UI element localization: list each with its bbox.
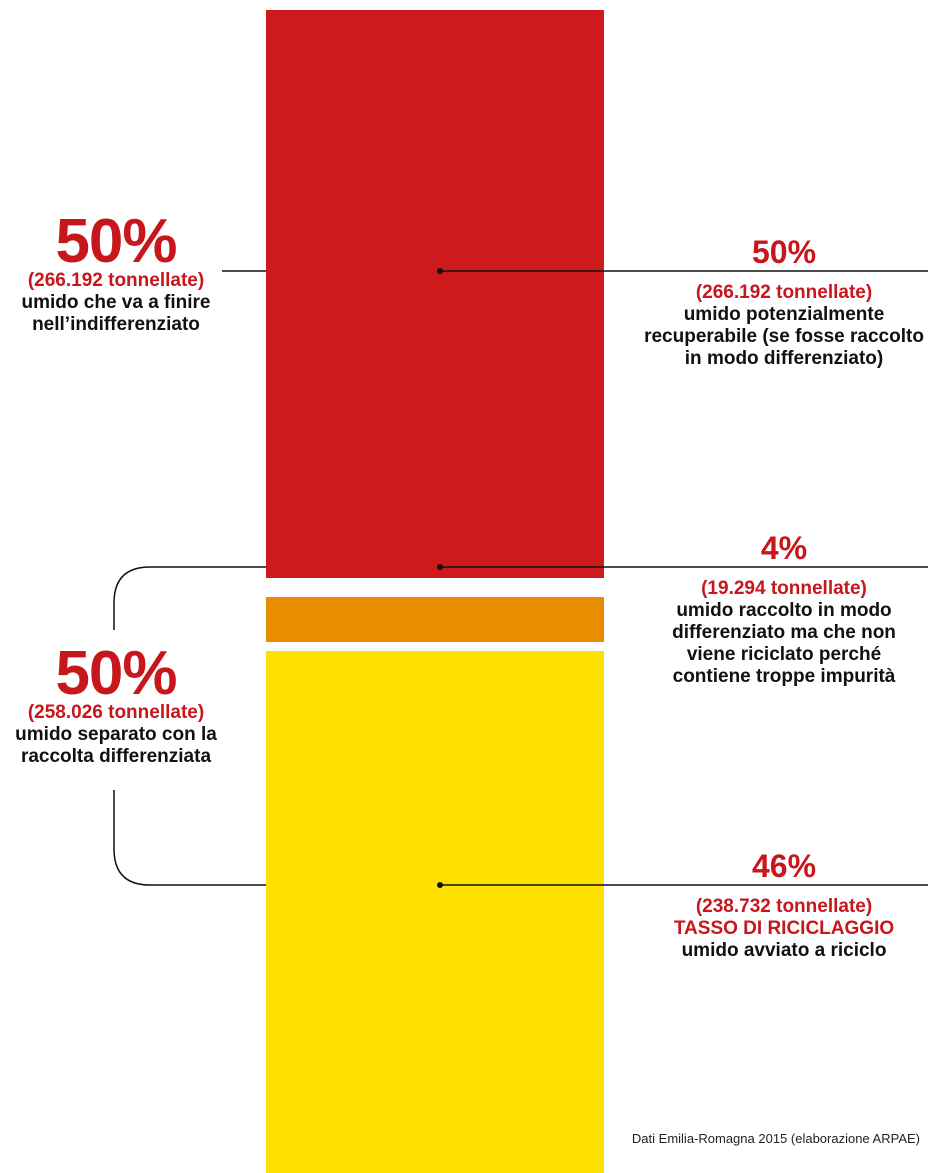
right-orange-tonnes: (19.294 tonnellate) <box>701 578 867 599</box>
right-yellow-desc-1: umido avviato a riciclo <box>681 940 887 961</box>
bar-yellow-segment <box>266 650 604 1173</box>
left-bottom-label: 50% (258.026 tonnellate) umido separato … <box>0 639 232 768</box>
left-bottom-percent: 50% <box>55 639 177 708</box>
right-orange-percent: 4% <box>760 530 808 566</box>
right-orange-label: 4% (19.294 tonnellate) umido raccolto in… <box>640 530 928 688</box>
orange-dot <box>437 564 443 570</box>
left-bottom-tonnes: (258.026 tonnellate) <box>27 702 205 723</box>
yellow-dot <box>437 882 443 888</box>
left-top-desc-2: nell’indifferenziato <box>32 314 200 335</box>
bar-red-segment <box>266 10 604 578</box>
recycling-rate-highlight: TASSO DI RICICLAGGIO <box>673 918 895 939</box>
left-bottom-desc-1: umido separato con la <box>15 724 217 745</box>
right-orange-desc-4: contiene troppe impurità <box>672 666 896 687</box>
bracket-top <box>113 566 266 630</box>
right-yellow-percent: 46% <box>751 848 817 884</box>
right-red-tonnes: (266.192 tonnellate) <box>695 282 873 303</box>
right-orange-desc-1: umido raccolto in modo <box>676 600 892 621</box>
right-red-percent: 50% <box>751 234 817 270</box>
right-orange-desc-2: differenziato ma che non <box>672 622 896 643</box>
right-orange-desc-3: viene riciclato perché <box>686 644 882 665</box>
right-yellow-label: 46% (238.732 tonnellate) TASSO DI RICICL… <box>640 848 928 962</box>
left-top-percent: 50% <box>55 207 177 276</box>
bar-orange-segment <box>266 596 604 642</box>
right-red-desc-3: in modo differenziato) <box>684 348 884 369</box>
left-bottom-desc-2: raccolta differenziata <box>20 746 212 767</box>
source-note: Dati Emilia-Romagna 2015 (elaborazione A… <box>631 1131 920 1146</box>
bracket-bottom <box>113 790 266 886</box>
right-red-label: 50% (266.192 tonnellate) umido potenzial… <box>640 234 928 370</box>
red-dot <box>437 268 443 274</box>
right-red-desc-2: recuperabile (se fosse raccolto <box>644 326 924 347</box>
left-top-desc-1: umido che va a finire <box>21 292 211 313</box>
left-top-label: 50% (266.192 tonnellate) umido che va a … <box>0 207 232 336</box>
right-yellow-tonnes: (238.732 tonnellate) <box>695 896 873 917</box>
left-top-tonnes: (266.192 tonnellate) <box>27 270 205 291</box>
right-red-desc-1: umido potenzialmente <box>683 304 885 325</box>
